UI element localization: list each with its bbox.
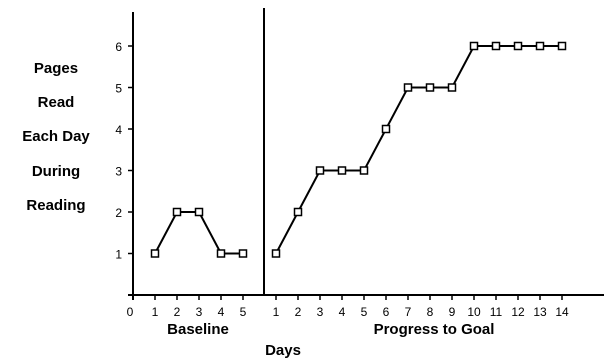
x-tick-label: 11 [490,305,503,319]
x-tick-label: 9 [449,305,456,319]
x-tick-label: 2 [295,305,302,319]
y-tick-label: 6 [115,40,122,54]
y-tick-label: 2 [115,206,122,220]
data-point [315,166,325,175]
phase-label: Progress to Goal [374,321,495,338]
y-axis-label-line: Read [37,94,75,111]
x-tick-label: 3 [317,305,324,319]
x-tick-label: 12 [511,305,525,319]
y-tick-label: 3 [115,165,122,179]
y-axis-label-line: Each Day [22,128,90,145]
x-tick-label: 10 [467,305,481,319]
data-point [535,41,545,51]
data-point [359,166,369,175]
data-point [403,83,413,92]
x-tick-label: 6 [383,305,390,319]
data-point [216,249,226,258]
x-tick-label: 0 [127,305,134,319]
data-point [557,41,567,51]
data-point [293,207,303,217]
x-tick-label: 2 [174,305,181,319]
x-tick-label: 4 [339,305,346,319]
x-tick-label: 14 [555,305,569,319]
data-point [337,166,347,175]
data-point [381,124,391,134]
phase-label: Baseline [167,321,229,338]
y-axis-label-line: Reading [26,197,86,214]
data-point [150,249,160,258]
x-tick-label: 13 [533,305,547,319]
series-line [154,211,243,255]
data-point [425,83,435,92]
y-tick-label: 4 [115,123,122,137]
x-tick-label: 7 [405,305,412,319]
data-point [491,41,501,51]
data-point [469,41,479,51]
data-point [447,83,457,92]
x-axis-label: Days [265,342,301,358]
data-point [513,41,523,51]
y-tick-label: 1 [115,248,122,262]
data-point [238,249,248,258]
y-axis-label-line: During [31,163,81,180]
series-line [275,45,562,254]
x-tick-label: 8 [427,305,434,319]
y-tick-label: 5 [115,82,122,96]
data-point [172,207,182,217]
x-tick-label: 4 [218,305,225,319]
x-tick-label: 1 [152,305,159,319]
x-tick-label: 3 [196,305,203,319]
x-tick-label: 1 [273,305,280,319]
x-tick-label: 5 [361,305,368,319]
y-axis-label-line: Pages [33,60,79,77]
x-tick-label: 5 [240,305,247,319]
data-point [194,207,204,217]
data-point [271,249,281,258]
